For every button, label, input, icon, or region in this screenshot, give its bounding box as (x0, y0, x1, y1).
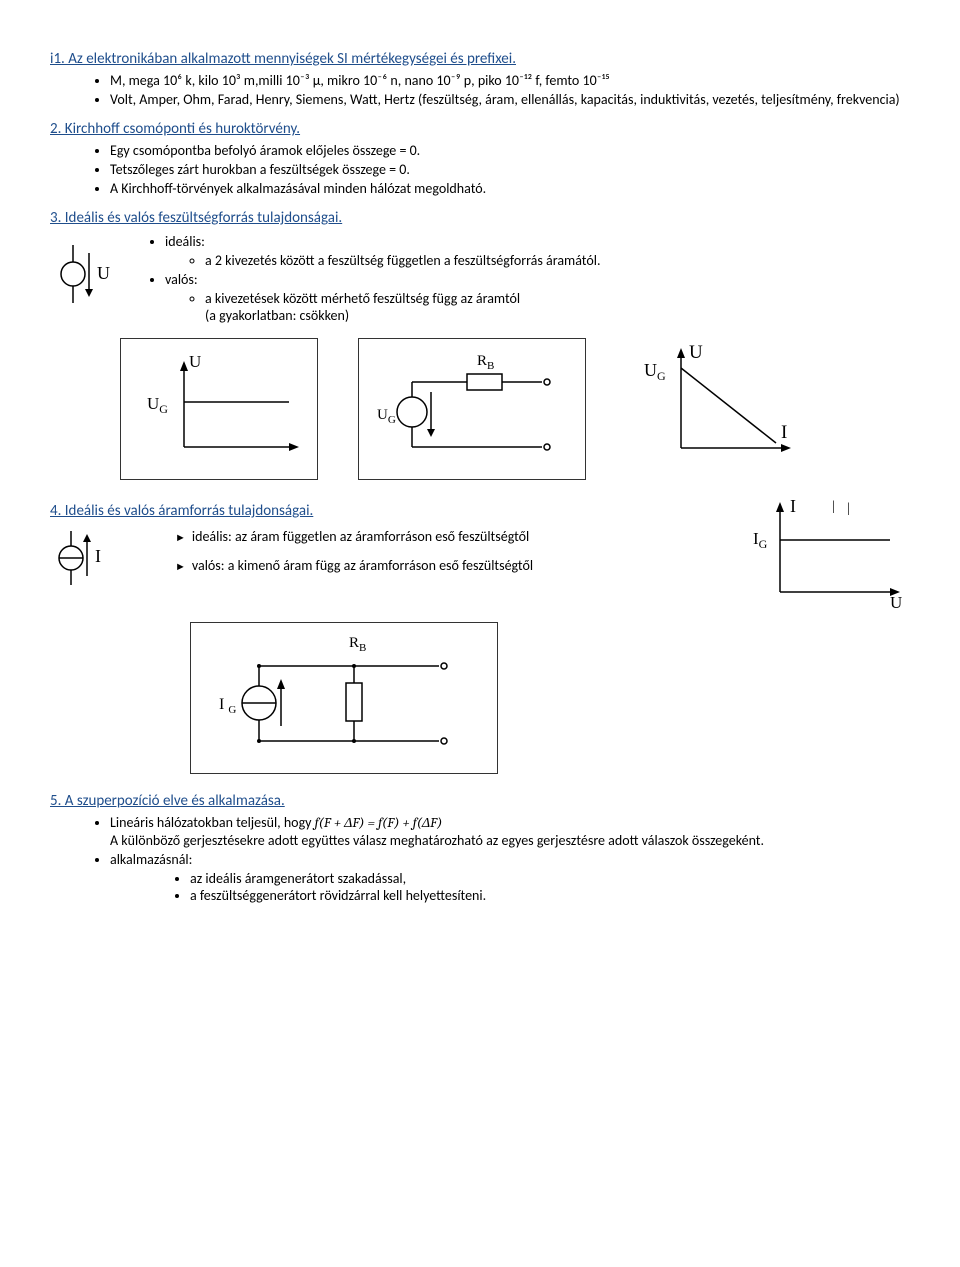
voltage-source-symbol-icon: U (50, 231, 115, 309)
heading-3: 3. Ideális és valós feszültségforrás tul… (50, 209, 910, 227)
s3-li2a: a kivezetések között mérhető feszültség … (205, 290, 910, 324)
list-2: Egy csomópontba befolyó áramok előjeles … (50, 142, 910, 197)
svg-text:U: U (890, 593, 902, 612)
s5-li2a: az ideális áramgenerátort szakadással, (190, 870, 910, 887)
s3-li2: valós: a kivezetések között mérhető fesz… (165, 271, 910, 324)
s2-li3: A Kirchhoff-törvények alkalmazásával min… (110, 180, 910, 197)
svg-text:I G: I G (219, 696, 236, 716)
svg-text:UG: UG (147, 394, 168, 416)
s3-li1a: a 2 kivezetés között a feszültség függet… (205, 252, 910, 269)
section4-wrap: 4. Ideális és valós áramforrás tulajdons… (50, 492, 910, 616)
list-4: ideális: az áram független az áramforrás… (115, 528, 705, 574)
heading-4: 4. Ideális és valós áramforrás tulajdons… (50, 502, 705, 520)
list-1: M, mega 10⁶ k, kilo 10³ m,milli 10⁻³ µ, … (50, 72, 910, 108)
graph-real-voltage: U I UG (626, 338, 806, 480)
graph-ideal-voltage: U UG (120, 338, 318, 480)
s4-li2: valós: a kimenő áram függ az áramforráso… (175, 557, 705, 574)
svg-text:U: U (189, 352, 201, 371)
svg-text:I: I (790, 496, 796, 516)
svg-text:RB: RB (349, 635, 366, 654)
heading-2: 2. Kirchhoff csomóponti és huroktörvény. (50, 120, 910, 138)
formula-superposition: f(F + ΔF) = f(F) + f(ΔF) (315, 814, 443, 831)
graph-ideal-current: I | | U IG (735, 492, 910, 616)
list-3: ideális: a 2 kivezetés között a feszülts… (115, 233, 910, 324)
list-5: Lineáris hálózatokban teljesül, hogy f(F… (50, 814, 910, 904)
circuit-real-voltage: RB UG (358, 338, 586, 480)
s1-li2: Volt, Amper, Ohm, Farad, Henry, Siemens,… (110, 91, 910, 108)
s5-li1: Lineáris hálózatokban teljesül, hogy f(F… (110, 814, 910, 849)
s3-li1: ideális: a 2 kivezetés között a feszülts… (165, 233, 910, 269)
s5-li2b: a feszültséggenerátort rövidzárral kell … (190, 887, 910, 904)
svg-text:RB: RB (477, 353, 494, 372)
svg-text:I: I (95, 546, 101, 566)
current-source-symbol-icon: I (50, 524, 115, 591)
s2-li2: Tetszőleges zárt hurokban a feszültségek… (110, 161, 910, 178)
s1-li1: M, mega 10⁶ k, kilo 10³ m,milli 10⁻³ µ, … (110, 72, 910, 89)
s5-li2: alkalmazásnál: az ideális áramgenerátort… (110, 851, 910, 904)
s2-li1: Egy csomópontba befolyó áramok előjeles … (110, 142, 910, 159)
fig-row-4: RB I G (190, 622, 910, 774)
svg-text:IG: IG (753, 529, 768, 551)
svg-text:UG: UG (644, 360, 666, 383)
s4-li1: ideális: az áram független az áramforrás… (175, 528, 705, 545)
svg-text:|: | (847, 501, 850, 516)
section3-row: U ideális: a 2 kivezetés között a feszül… (50, 231, 910, 326)
fig-row-3: U UG RB UG (120, 338, 910, 480)
heading-5: 5. A szuperpozíció elve és alkalmazása. (50, 792, 910, 810)
svg-text:UG: UG (377, 407, 396, 426)
svg-text:U: U (689, 342, 703, 363)
svg-text:I: I (781, 422, 787, 443)
circuit-real-current: RB I G (190, 622, 498, 774)
svg-text:|: | (832, 499, 835, 514)
heading-1: i1. Az elektronikában alkalmazott mennyi… (50, 50, 910, 68)
svg-text:U: U (97, 263, 110, 283)
